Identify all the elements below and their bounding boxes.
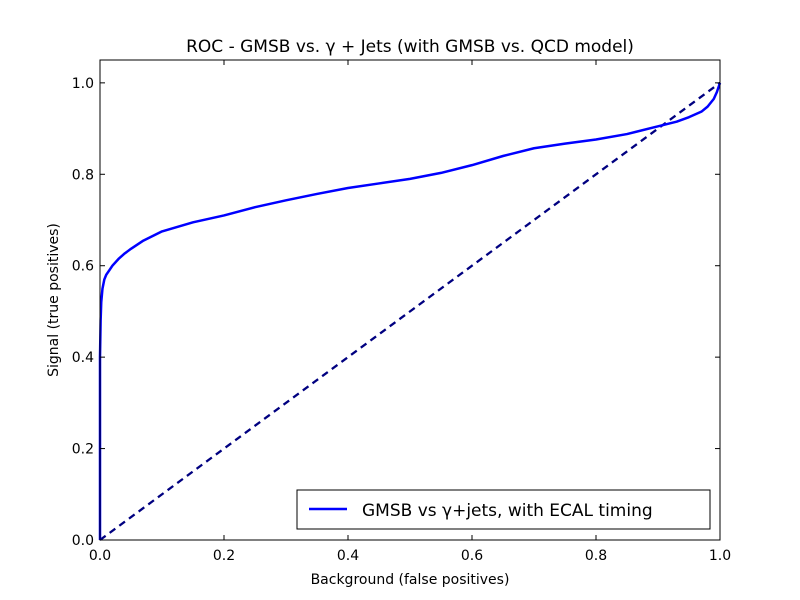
x-tick-label: 0.8	[585, 548, 607, 564]
legend-box	[296, 489, 711, 530]
x-tick-label: 0.2	[213, 548, 235, 564]
chance-diagonal-line	[99, 81, 721, 541]
plot-frame	[99, 59, 721, 541]
roc-curve-ecal-timing	[98, 82, 722, 540]
y-tick-label: 0.8	[72, 167, 94, 183]
x-axis-label: Background (false positives)	[311, 572, 510, 588]
tick-layer: 0.0 0.2 0.4 0.6 0.8 1.0 0.0 0.2 0.4 0.6 0.8 1.0	[72, 60, 731, 564]
x-tick-label: 1.0	[709, 548, 731, 564]
y-tick-label: 1.0	[72, 76, 94, 92]
y-tick-label: 0.4	[72, 350, 94, 366]
x-tick-label: 0.4	[337, 548, 359, 564]
x-tick-label: 0.6	[461, 548, 483, 564]
x-tick-label: 0.0	[89, 548, 111, 564]
y-axis-label: Signal (true positives)	[46, 223, 62, 377]
plot-area	[100, 60, 720, 540]
y-tick-label: 0.6	[72, 259, 94, 275]
legend-label: GMSB vs γ+jets, with ECAL timing	[362, 501, 653, 521]
legend: GMSB vs γ+jets, with ECAL timing	[296, 489, 711, 530]
y-tick-label: 0.2	[72, 442, 94, 458]
y-tick-label: 0.0	[72, 533, 94, 549]
chart-title: ROC - GMSB vs. γ + Jets (with GMSB vs. Q…	[186, 37, 634, 57]
series-layer	[98, 81, 722, 541]
